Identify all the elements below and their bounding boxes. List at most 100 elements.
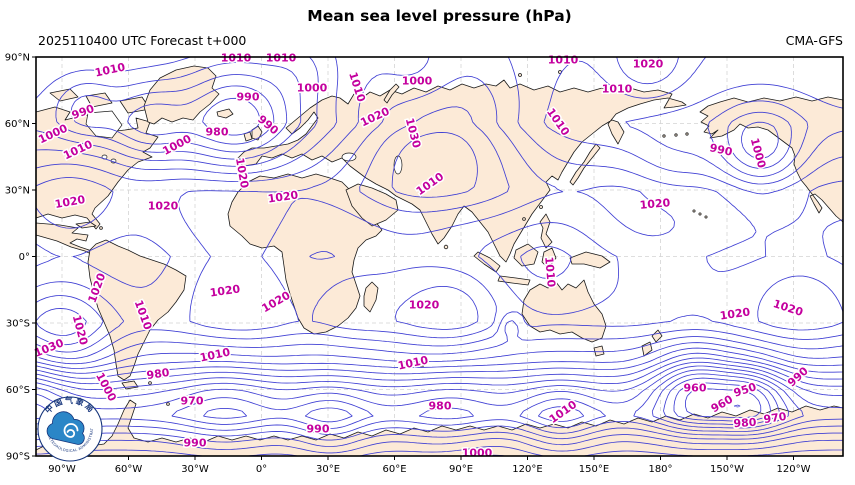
x-axis-tick-label: 60°W xyxy=(115,464,143,475)
isobar-label: 1020 xyxy=(148,200,179,213)
eurasia xyxy=(235,79,687,263)
isobar-label: 1020 xyxy=(771,297,804,319)
isobar-995 xyxy=(36,74,843,456)
isobar-label: 1010 xyxy=(266,52,297,65)
isobar-1015 xyxy=(36,57,843,359)
new-guinea xyxy=(569,251,611,269)
isobar-label: 1000 xyxy=(297,82,328,95)
isobar-label: 1010 xyxy=(542,256,558,288)
africa xyxy=(227,173,383,335)
isobar-950 xyxy=(684,388,762,419)
isobar-label: 970 xyxy=(181,395,204,408)
forecast-datetime: 2025110400 UTC Forecast t+000 xyxy=(38,33,247,48)
x-axis-tick-label: 30°W xyxy=(181,464,209,475)
isobar-label: 970 xyxy=(763,410,788,426)
madagascar xyxy=(363,281,379,313)
islet xyxy=(443,244,449,250)
borneo xyxy=(513,243,539,267)
isobar-label: 1020 xyxy=(259,289,292,316)
isobar-label: 980 xyxy=(146,366,171,382)
islet xyxy=(674,133,678,137)
alaska-western-north-america xyxy=(699,96,844,223)
hudson-bay xyxy=(85,110,123,139)
isobar-965 xyxy=(36,373,789,429)
y-axis-tick-label: 30°N xyxy=(5,186,30,197)
y-axis-tick-label: 60°N xyxy=(5,119,30,130)
isobar-945 xyxy=(733,404,741,408)
land-layer xyxy=(35,65,844,457)
isobar-label: 950 xyxy=(732,380,758,400)
isobar-label: 990 xyxy=(237,91,260,104)
isobar-label: 990 xyxy=(785,364,811,389)
islet xyxy=(99,226,103,230)
islet xyxy=(704,215,708,219)
isobar-layer xyxy=(36,57,843,456)
x-axis-tick-label: 30°E xyxy=(316,464,340,475)
islet xyxy=(518,73,522,77)
islet xyxy=(148,381,152,385)
isobar-1010 xyxy=(36,57,843,365)
java xyxy=(497,275,531,286)
isobar-label: 990 xyxy=(708,141,734,159)
arctic-island-1 xyxy=(49,88,79,102)
greenland xyxy=(143,65,220,125)
isobar-label: 1020 xyxy=(639,196,671,212)
isobar-label: 1020 xyxy=(267,188,299,205)
x-axis-tick-label: 180° xyxy=(648,464,672,475)
x-axis-tick-label: 90°W xyxy=(48,464,76,475)
australia xyxy=(521,279,607,343)
isobar-label: 1020 xyxy=(719,305,751,322)
cma-cloud-icon xyxy=(46,411,85,445)
chart-title: Mean sea level pressure (hPa) xyxy=(307,7,572,25)
isobar-label: 1010 xyxy=(94,60,127,79)
x-axis-tick-label: 150°W xyxy=(710,464,744,475)
isobar-label: 1020 xyxy=(70,314,91,347)
uk xyxy=(251,125,263,141)
black-sea xyxy=(341,152,357,162)
y-axis-tick-label: 0° xyxy=(19,252,30,263)
model-name: CMA-GFS xyxy=(785,33,843,48)
islet xyxy=(166,402,170,406)
isobar-label: 1000 xyxy=(462,447,493,460)
isobar-1025 xyxy=(36,106,510,346)
new-zealand-south xyxy=(641,341,653,357)
isobar-label: 960 xyxy=(684,382,707,395)
isobar-label: 1000 xyxy=(748,137,769,170)
isobar-label: 1010 xyxy=(397,353,430,372)
isobar-980 xyxy=(36,361,843,441)
isobar-label: 1020 xyxy=(209,282,241,299)
isobar-label: 1030 xyxy=(32,336,66,360)
isobar-label: 1000 xyxy=(160,132,193,158)
isobar-label: 1010 xyxy=(346,70,368,103)
isobar-label: 990 xyxy=(307,423,330,436)
isobar-label: 1020 xyxy=(409,299,440,312)
y-axis-tick-label: 90°S xyxy=(6,452,30,463)
x-axis-tick-label: 120°E xyxy=(512,464,542,475)
isobar-960 xyxy=(663,377,780,425)
islet xyxy=(662,134,666,138)
novaya-zemlya xyxy=(383,83,400,104)
x-axis-tick-label: 120°W xyxy=(777,464,811,475)
islet xyxy=(698,212,702,216)
isobar-label: 1000 xyxy=(402,75,433,88)
isobar-label: 980 xyxy=(733,416,757,431)
isobar-990 xyxy=(36,85,843,454)
isobar-1005 xyxy=(36,57,843,369)
isobar-1000 xyxy=(36,62,843,456)
x-axis-tick-label: 90°E xyxy=(449,464,473,475)
philippines xyxy=(539,213,553,249)
x-axis-tick-label: 60°E xyxy=(382,464,406,475)
isobar-label: 1010 xyxy=(221,52,252,65)
isobar-label: 980 xyxy=(429,400,452,413)
iceland xyxy=(216,108,234,119)
sulawesi xyxy=(541,247,557,269)
south-america xyxy=(87,239,187,381)
islet xyxy=(692,209,696,213)
y-axis-tick-label: 90°N xyxy=(5,53,30,64)
isobar-label: 990 xyxy=(184,437,207,450)
islet xyxy=(685,132,689,136)
x-axis-tick-label: 0° xyxy=(256,464,267,475)
tasmania xyxy=(593,345,605,357)
